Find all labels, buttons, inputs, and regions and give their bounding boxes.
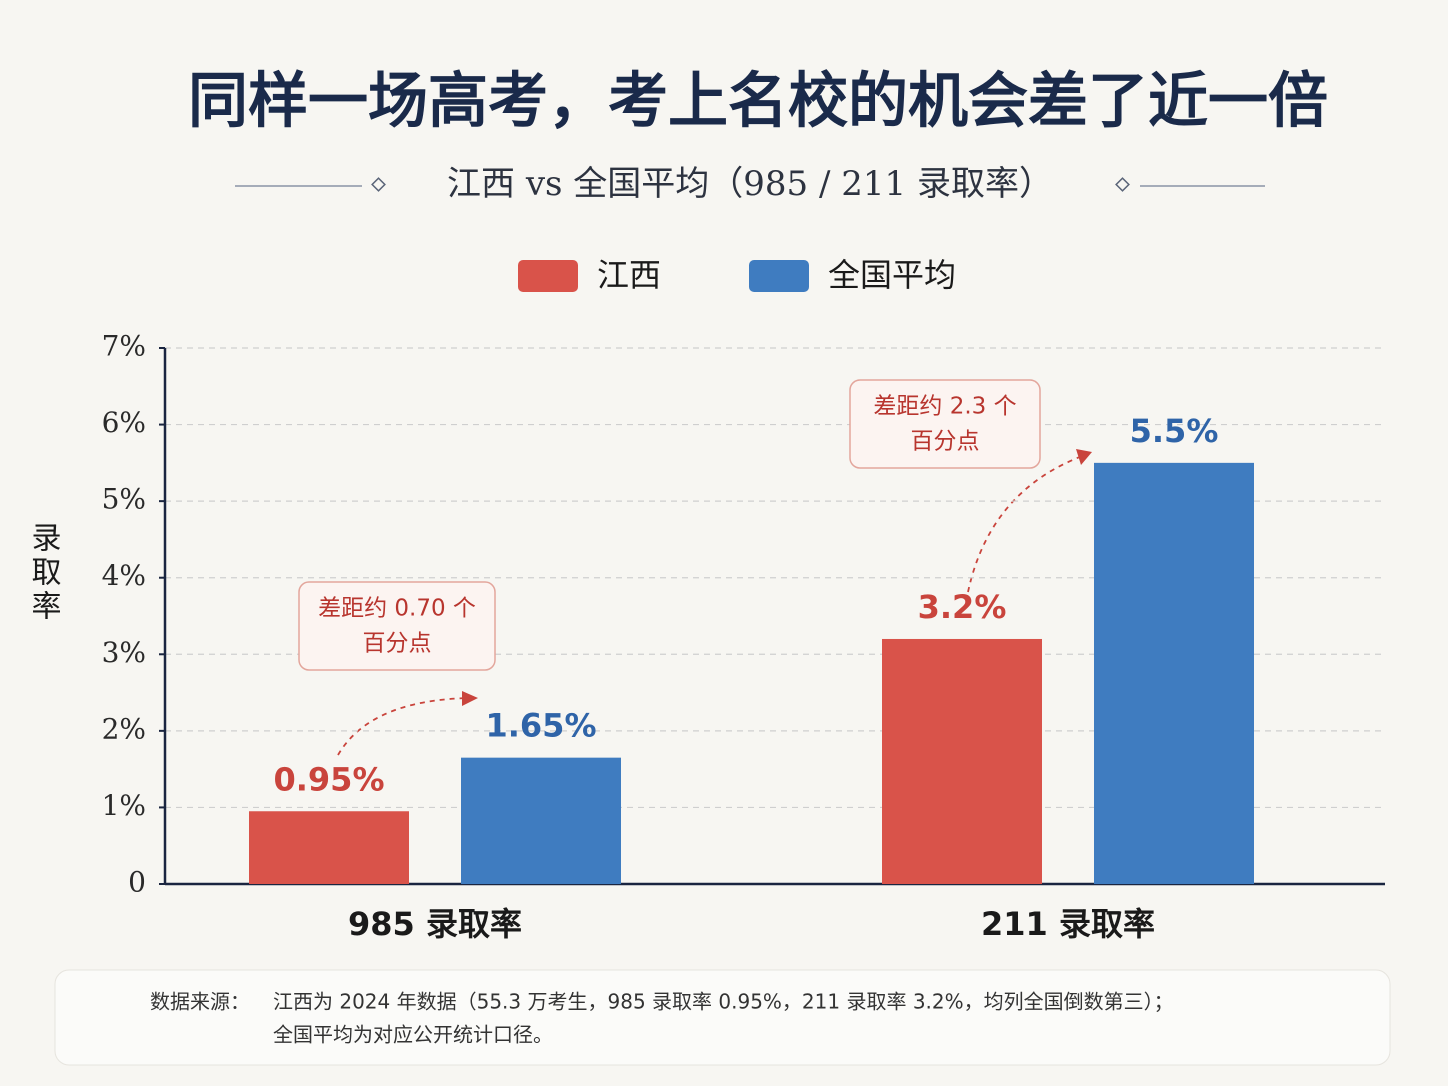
y-tick-label: 6%	[102, 406, 146, 439]
annotation-text: 百分点	[911, 429, 980, 455]
bar	[461, 757, 621, 884]
bar	[882, 638, 1042, 884]
legend-swatch	[749, 260, 809, 292]
chart-title: 同样一场高考，考上名校的机会差了近一倍	[188, 67, 1328, 137]
bar	[1094, 462, 1254, 884]
y-tick-label: 2%	[102, 712, 146, 745]
source-label: 数据来源：	[150, 990, 250, 1014]
annotation-box	[849, 379, 1041, 469]
annotation-arrowhead	[1076, 449, 1092, 465]
annotation-text: 差距约 2.3 个	[873, 394, 1016, 420]
y-tick-label: 7%	[102, 330, 146, 363]
x-tick-label: 211 录取率	[981, 905, 1155, 943]
y-tick-label: 1%	[102, 789, 146, 822]
source-box	[54, 969, 1391, 1066]
decor-diamond	[1115, 177, 1130, 192]
y-tick-label: 5%	[102, 483, 146, 516]
annotation-text: 差距约 0.70 个	[318, 596, 476, 622]
x-tick-label: 985 录取率	[348, 905, 522, 943]
legend-label: 全国平均	[828, 256, 956, 294]
annotation-arrowhead	[462, 691, 478, 706]
y-tick-label: 4%	[102, 559, 146, 592]
annotation-arrow	[337, 697, 471, 756]
bar	[249, 811, 409, 884]
value-label: 3.2%	[918, 588, 1007, 626]
y-tick-label: 0	[128, 866, 146, 899]
source-text: 江西为 2024 年数据（55.3 万考生，985 录取率 0.95%，211 …	[273, 990, 1174, 1014]
source-text: 全国平均为对应公开统计口径。	[273, 1023, 553, 1047]
chart-subtitle: 江西 vs 全国平均（985 / 211 录取率）	[447, 164, 1053, 204]
legend-swatch	[518, 260, 578, 292]
annotation-arrow	[967, 454, 1086, 593]
y-axis-label: 录取率	[26, 522, 61, 624]
decor-diamond	[371, 177, 386, 192]
annotation-text: 百分点	[363, 631, 432, 657]
value-label: 5.5%	[1130, 412, 1219, 450]
value-label: 0.95%	[273, 760, 384, 798]
annotation-box	[298, 581, 496, 671]
y-tick-label: 3%	[102, 636, 146, 669]
legend-label: 江西	[597, 256, 661, 294]
value-label: 1.65%	[485, 707, 596, 745]
